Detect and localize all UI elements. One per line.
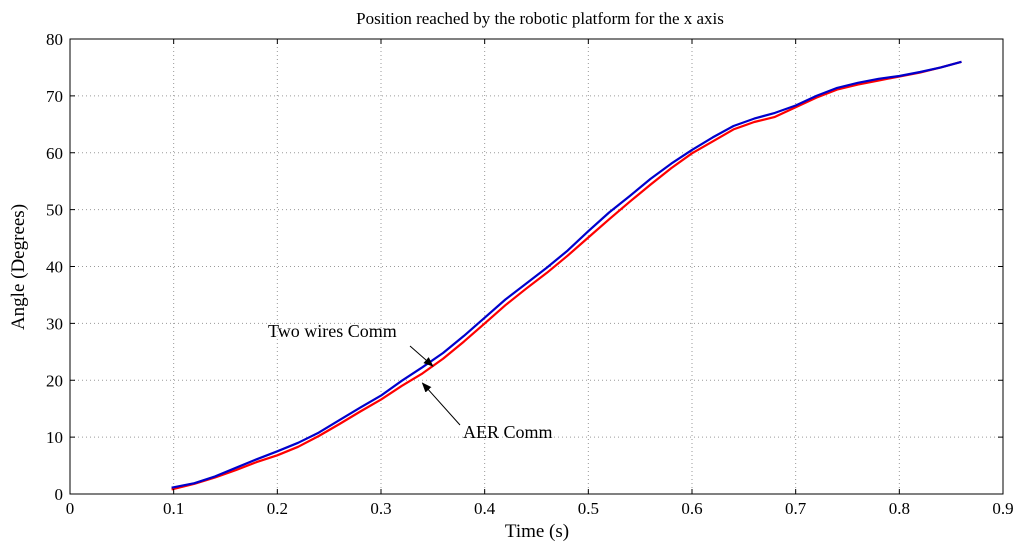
series-layer bbox=[171, 60, 962, 491]
ticks: 0 0.1 0.2 0.3 0.4 0.5 0.6 0.7 0.8 0.9 0 10 20 30 40 50 6… bbox=[46, 30, 1014, 518]
x-axis-title: Time (s) bbox=[505, 521, 569, 542]
annotation-aer-comm: AER Comm bbox=[463, 422, 553, 442]
x-tick-label: 0.7 bbox=[785, 499, 807, 518]
y-tick-label: 80 bbox=[46, 30, 63, 49]
annotations: Two wires Comm AER Comm bbox=[268, 321, 553, 442]
series-line-two-wires-comm bbox=[171, 60, 962, 489]
annotation-two-wires-comm: Two wires Comm bbox=[268, 321, 397, 341]
y-tick-label: 0 bbox=[55, 485, 64, 504]
y-tick-label: 70 bbox=[46, 87, 63, 106]
y-tick-label: 60 bbox=[46, 144, 63, 163]
y-tick-label: 10 bbox=[46, 428, 63, 447]
y-tick-label: 50 bbox=[46, 201, 63, 220]
x-tick-label: 0.6 bbox=[681, 499, 702, 518]
x-tick-label: 0.1 bbox=[163, 499, 184, 518]
y-axis-title: Angle (Degrees) bbox=[8, 204, 29, 330]
y-tick-label: 30 bbox=[46, 314, 63, 333]
x-tick-label: 0.9 bbox=[992, 499, 1013, 518]
x-tick-label: 0.3 bbox=[370, 499, 391, 518]
x-tick-label: 0.8 bbox=[889, 499, 910, 518]
chart-title: Position reached by the robotic platform… bbox=[356, 9, 724, 28]
y-tick-label: 40 bbox=[46, 258, 63, 277]
annotation-arrow bbox=[421, 382, 461, 426]
series-line-aer-comm bbox=[171, 60, 962, 491]
x-tick-label: 0 bbox=[66, 499, 75, 518]
y-tick-label: 20 bbox=[46, 371, 63, 390]
x-tick-label: 0.4 bbox=[474, 499, 496, 518]
x-tick-label: 0.2 bbox=[267, 499, 288, 518]
x-tick-label: 0.5 bbox=[578, 499, 599, 518]
annotation-arrow bbox=[409, 345, 434, 367]
